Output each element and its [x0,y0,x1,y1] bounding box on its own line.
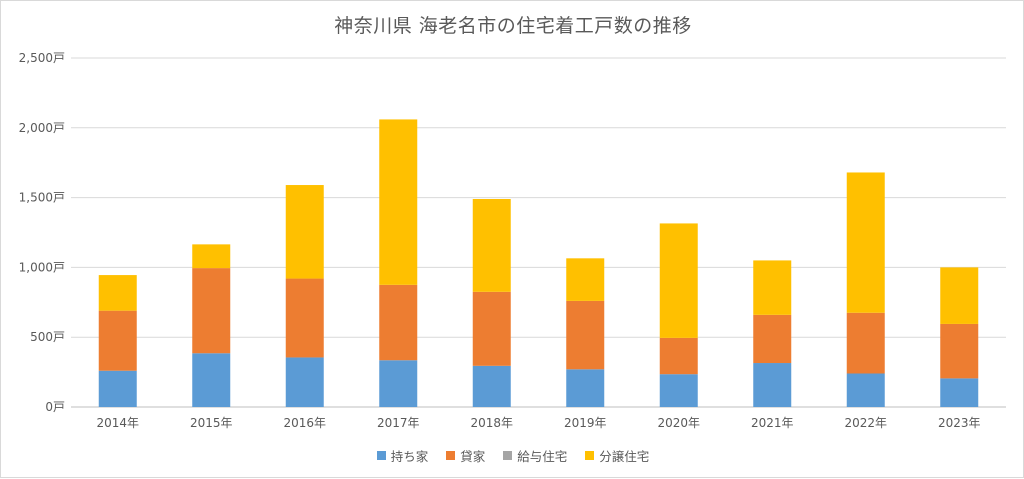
y-tick-label: 2,000戸 [19,121,65,135]
y-tick-label: 500戸 [30,330,65,344]
bar-segment [940,323,979,379]
bar-segment [192,353,231,407]
bar-segment [98,370,137,407]
bar-segment [753,314,792,364]
legend-label: 分譲住宅 [599,449,650,464]
bar-segment [98,275,137,311]
x-tick-label: 2017年 [377,416,420,430]
bar-segment [192,244,231,269]
x-tick-label: 2019年 [564,416,607,430]
x-tick-label: 2016年 [283,416,326,430]
legend-swatch [503,451,513,460]
legend-item: 持ち家 [376,446,429,465]
bar-segment [285,185,324,279]
bar-segment [753,363,792,407]
x-tick-label: 2021年 [751,416,794,430]
bar-segment [98,310,137,371]
bar-segment [566,258,605,301]
legend-swatch [376,451,386,460]
bar-segment [379,284,418,361]
bar-segment [846,312,885,374]
y-tick-label: 0戸 [45,400,65,414]
bar-segment [566,369,605,407]
bar-segment [472,365,511,407]
bar-segment [379,119,418,285]
chart-legend: 持ち家 貸家 給与住宅 分譲住宅 [1,446,1024,465]
x-tick-label: 2023年 [938,416,981,430]
legend-label: 給与住宅 [517,449,568,464]
x-tick-label: 2022年 [844,416,887,430]
bar-segment [566,300,605,370]
bar-segment [659,374,698,407]
legend-label: 持ち家 [390,449,429,464]
bar-segment [472,291,511,366]
bar-segment [659,337,698,375]
bar-segment [940,378,979,407]
legend-item: 貸家 [446,446,485,465]
y-tick-label: 2,500戸 [19,51,65,65]
bar-segment [285,278,324,358]
bar-segment [192,268,231,354]
legend-item: 給与住宅 [503,446,567,465]
bar-segment [285,357,324,407]
x-tick-label: 2014年 [96,416,139,430]
chart-title: 神奈川県 海老名市の住宅着工戸数の推移 [334,15,692,37]
x-tick-label: 2018年 [470,416,513,430]
legend-item: 分譲住宅 [585,446,649,465]
bar-segment [940,267,979,324]
bar-segment [846,172,885,313]
y-tick-label: 1,000戸 [19,260,65,274]
bar-segment [659,223,698,338]
bar-segment [846,373,885,407]
legend-swatch [585,451,595,460]
bar-segment [379,360,418,407]
bar-segment [472,198,511,292]
x-tick-label: 2015年 [190,416,233,430]
bar-segment [753,260,792,315]
legend-swatch [446,451,456,460]
x-tick-label: 2020年 [657,416,700,430]
legend-label: 貸家 [460,449,486,464]
y-tick-label: 1,500戸 [19,191,65,205]
